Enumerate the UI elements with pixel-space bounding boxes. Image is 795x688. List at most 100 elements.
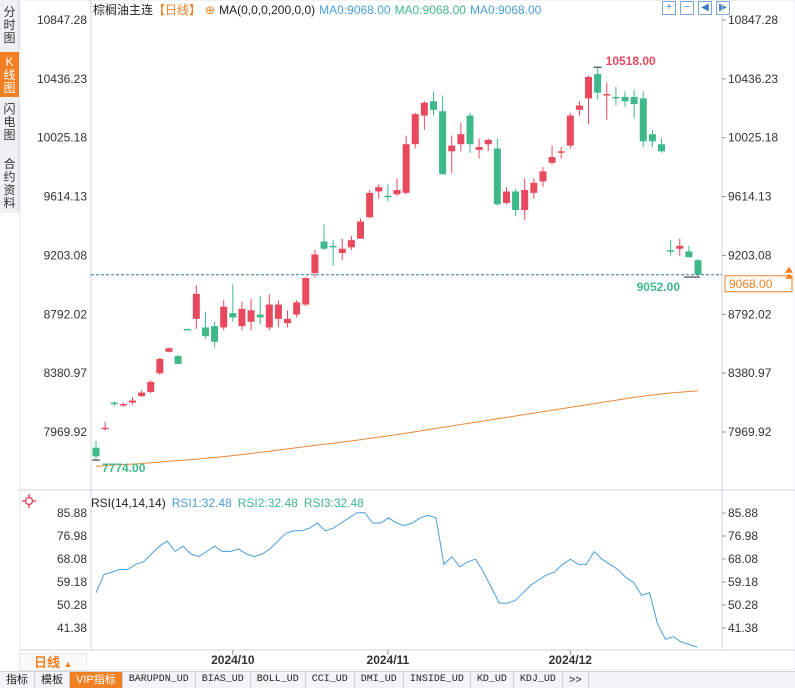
candle-body-31 — [375, 187, 383, 192]
candle-body-20 — [274, 304, 282, 319]
rsi-tick-left-3: 59.18 — [57, 575, 87, 589]
candle-body-13 — [211, 326, 219, 342]
period-tag[interactable]: 【日线】 — [153, 3, 202, 17]
candle-body-44 — [493, 148, 501, 205]
price-tick-right-5: 8792.02 — [728, 307, 772, 321]
candle-body-16 — [238, 308, 246, 327]
period-selector[interactable]: 日线 ▲ — [19, 653, 87, 671]
side-tab-3[interactable]: 合约资料 — [3, 157, 16, 210]
candle-body-34 — [402, 144, 410, 193]
outer-frame — [19, 0, 795, 670]
indicator-tab-11[interactable]: >> — [563, 672, 589, 688]
indicator-tab-2[interactable]: VIP指标 — [70, 672, 123, 688]
zoom-in-icon[interactable]: + — [662, 1, 676, 15]
indicator-tab-0[interactable]: 指标 — [0, 672, 35, 688]
candle-body-59 — [630, 96, 638, 105]
rsi-tick-right-4: 50.28 — [728, 598, 758, 612]
candle-body-5 — [138, 392, 146, 397]
rsi-tick-left-2: 68.08 — [57, 552, 87, 566]
candle-body-65 — [685, 251, 693, 258]
indicator-tab-7[interactable]: DMI_UD — [355, 672, 404, 688]
price-tick-left-4: 9203.08 — [44, 248, 88, 262]
candle-body-17 — [247, 310, 255, 322]
last-price-box — [724, 275, 793, 293]
candle-body-47 — [521, 190, 529, 211]
candle-body-6 — [147, 381, 155, 392]
price-tick-right-6: 8380.97 — [728, 366, 772, 380]
side-tab-2[interactable]: 闪电图 — [3, 102, 16, 142]
candle-body-18 — [256, 314, 264, 318]
rsi3-label: RSI3:32.48 — [303, 496, 364, 510]
candle-body-64 — [676, 245, 684, 249]
price-tick-left-0: 10847.28 — [37, 13, 87, 27]
candle-body-56 — [603, 94, 611, 96]
candle-body-26 — [329, 245, 337, 248]
candle-body-38 — [439, 111, 447, 175]
candle-body-8 — [165, 348, 173, 352]
period-label: 日线 — [34, 655, 61, 670]
rsi-legend: RSI(14,14,14) RSI1:32.48 RSI2:32.48 RSI3:32… — [91, 496, 370, 510]
candle-body-46 — [512, 191, 520, 211]
indicator-tab-4[interactable]: BIAS_UD — [196, 672, 251, 688]
ma-params: MA(0,0,0,200,0,0) — [219, 3, 316, 17]
candle-body-55 — [594, 74, 602, 93]
zoom-out-icon[interactable]: − — [680, 1, 694, 15]
candle-body-58 — [621, 96, 629, 102]
indicator-settings-icon[interactable] — [21, 493, 37, 509]
side-tab-0[interactable]: 分时图 — [3, 5, 16, 45]
candle-body-14 — [220, 306, 228, 328]
indicator-tab-8[interactable]: INSIDE_UD — [404, 672, 471, 688]
settings-icon[interactable]: ⊕ — [205, 3, 216, 17]
indicator-tab-3[interactable]: BARUPDN_UD — [123, 672, 196, 688]
candle-body-32 — [384, 195, 392, 198]
price-tick-left-6: 8380.97 — [44, 366, 88, 380]
rsi-title: RSI(14,14,14) — [91, 496, 166, 510]
chart-canvas[interactable]: 10847.28 10847.28 10436.23 10436.23 10025.18… — [0, 0, 795, 670]
back-icon[interactable]: ◀ — [698, 1, 712, 15]
candle-body-19 — [265, 304, 273, 328]
candle-body-2 — [110, 402, 118, 405]
side-tab-1[interactable]: K线图 — [0, 52, 19, 97]
candle-body-63 — [667, 250, 675, 252]
candle-body-57 — [612, 96, 620, 99]
price-tick-right-1: 10436.23 — [728, 72, 778, 86]
price-tick-left-7: 7969.92 — [44, 425, 88, 439]
indicator-tab-6[interactable]: CCI_UD — [306, 672, 355, 688]
caret-up-icon: ▲ — [63, 659, 73, 669]
date-tick-0: 2024/10 — [211, 653, 255, 667]
candle-body-15 — [229, 313, 237, 318]
rsi-tick-right-2: 68.08 — [728, 552, 758, 566]
candle-body-27 — [338, 248, 346, 254]
candle-body-53 — [575, 105, 583, 110]
indicator-tab-10[interactable]: KDJ_UD — [514, 672, 563, 688]
candle-body-36 — [420, 102, 428, 116]
candle-body-4 — [128, 400, 136, 403]
candle-body-51 — [557, 151, 565, 153]
candle-body-48 — [530, 182, 538, 193]
main-legend: 棕榈油主连【日线】 ⊕ MA(0,0,0,200,0,0) MA0:9068.00 MA… — [93, 3, 545, 17]
price-tick-left-1: 10436.23 — [37, 72, 87, 86]
price-tick-right-4: 9203.08 — [728, 248, 772, 262]
candle-body-3 — [119, 404, 127, 406]
candle-body-40 — [457, 134, 465, 145]
candle-body-11 — [192, 293, 200, 319]
indicator-tab-5[interactable]: BOLL_UD — [251, 672, 306, 688]
candle-body-30 — [366, 192, 374, 218]
candle-body-22 — [293, 302, 301, 315]
indicator-tab-9[interactable]: KD_UD — [471, 672, 514, 688]
price-tick-right-7: 7969.92 — [728, 425, 772, 439]
candle-body-25 — [320, 241, 328, 249]
candle-body-41 — [466, 115, 474, 145]
forward-icon[interactable]: ▶ — [716, 1, 730, 15]
last-price-value: 9068.00 — [729, 277, 773, 291]
candle-body-28 — [347, 240, 355, 248]
rsi-tick-right-0: 85.88 — [728, 506, 758, 520]
price-tick-left-2: 10025.18 — [37, 131, 87, 145]
candle-body-35 — [411, 114, 419, 145]
indicator-tab-1[interactable]: 模板 — [35, 672, 70, 688]
candle-body-62 — [658, 144, 666, 152]
price-tick-right-2: 10025.18 — [728, 131, 778, 145]
date-tick-1: 2024/11 — [367, 653, 410, 667]
candle-body-33 — [393, 190, 401, 195]
